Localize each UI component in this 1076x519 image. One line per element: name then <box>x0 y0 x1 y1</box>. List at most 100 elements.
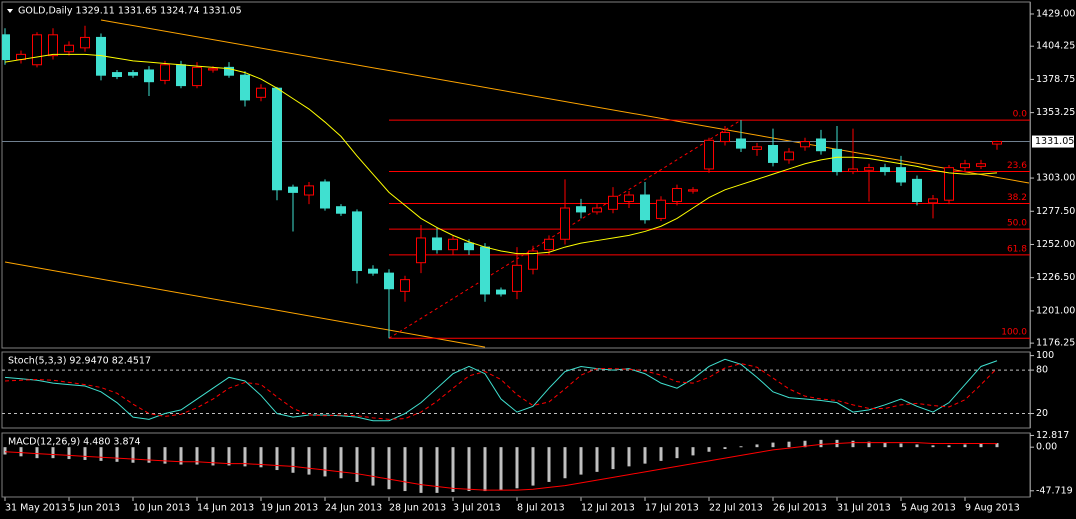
x-tick-label: 10 Jun 2013 <box>133 503 190 514</box>
y-tick-label: 1277.50 <box>1036 206 1075 217</box>
histogram-bar <box>163 447 167 464</box>
candle-body <box>544 238 554 251</box>
histogram-bar <box>883 442 887 448</box>
y-tick-label: 1378.75 <box>1036 74 1075 85</box>
y-tick-label: 100 <box>1036 350 1054 361</box>
plot-area <box>2 19 1030 348</box>
histogram-bar <box>515 447 519 489</box>
y-tick-label: 1353.25 <box>1036 107 1075 118</box>
histogram-bar <box>547 447 551 482</box>
candle-body <box>592 207 602 213</box>
x-tick-label: 24 Jun 2013 <box>325 503 382 514</box>
histogram-bar <box>819 439 823 448</box>
x-tick-label: 17 Jul 2013 <box>645 503 699 514</box>
panel-title: GOLD,Daily 1329.11 1331.65 1324.74 1331.… <box>18 6 242 17</box>
candle-body <box>992 141 1002 145</box>
signal-line <box>4 442 998 491</box>
histogram-bar <box>739 446 743 448</box>
histogram-bar <box>803 440 807 448</box>
histogram-bar <box>595 447 599 472</box>
histogram-bar <box>387 447 391 490</box>
x-tick-label: 28 Jun 2013 <box>389 503 446 514</box>
candle-body <box>608 195 618 210</box>
histogram-bar <box>531 447 535 486</box>
histogram-bar <box>899 443 903 448</box>
y-tick-label: 80 <box>1036 365 1048 376</box>
candle-body <box>528 250 538 270</box>
candle-body <box>720 131 730 143</box>
candle-body <box>816 138 826 152</box>
histogram-bar <box>979 443 983 448</box>
candle-body <box>240 74 250 101</box>
histogram-bar <box>499 447 503 491</box>
x-tick-label: 19 Jun 2013 <box>261 503 318 514</box>
histogram-bar <box>179 447 183 465</box>
x-tick-label: 31 Jul 2013 <box>837 503 891 514</box>
candle-body <box>464 242 474 251</box>
candle-body <box>832 148 842 173</box>
y-tick-label: -47.719 <box>1036 485 1073 496</box>
candle-body <box>912 178 922 203</box>
y-tick-label: 1303.00 <box>1036 173 1075 184</box>
candle-body <box>304 185 314 196</box>
trendline <box>4 261 486 348</box>
candle-body <box>496 289 506 295</box>
fibo-label: 50.0 <box>1007 219 1027 229</box>
candle-body <box>576 206 586 213</box>
x-tick-label: 26 Jul 2013 <box>773 503 827 514</box>
x-tick-label: 12 Jul 2013 <box>581 503 635 514</box>
x-tick-label: 31 May 2013 <box>5 503 67 514</box>
candle-body <box>928 198 938 204</box>
histogram-bar <box>707 447 711 452</box>
candle-body <box>368 268 378 274</box>
histogram-bar <box>931 445 935 448</box>
candle-body <box>448 238 458 251</box>
candle-body <box>512 264 522 292</box>
fibo-label: 23.6 <box>1007 161 1027 171</box>
candle-body <box>128 72 138 76</box>
candle-body <box>768 145 778 163</box>
fibo-label: 0.0 <box>1013 110 1028 120</box>
candle-body <box>624 194 634 203</box>
histogram-bar <box>435 447 439 493</box>
candle-body <box>736 138 746 149</box>
candle-body <box>896 167 906 183</box>
candle-body <box>848 168 858 173</box>
histogram-bar <box>659 447 663 461</box>
histogram-bar <box>99 447 103 461</box>
histogram-bar <box>115 447 119 462</box>
trendline <box>100 19 1030 184</box>
moving-average <box>4 53 998 255</box>
candle-body <box>288 186 298 193</box>
candle-body <box>960 163 970 169</box>
y-tick-label: 1252.00 <box>1036 239 1075 250</box>
histogram-bar <box>483 447 487 492</box>
candle-body <box>560 207 570 240</box>
histogram-bar <box>467 447 471 492</box>
y-tick-label: 1404.25 <box>1036 41 1075 52</box>
candle-body <box>80 36 90 49</box>
histogram-bar <box>195 447 199 465</box>
candle-body <box>432 237 442 251</box>
y-tick-label: 20 <box>1036 408 1048 419</box>
y-tick-label: 1176.25 <box>1036 338 1075 349</box>
histogram-bar <box>691 447 695 456</box>
x-tick-label: 8 Jul 2013 <box>517 503 565 514</box>
candle-body <box>272 87 282 191</box>
candle-body <box>112 72 122 77</box>
histogram-bar <box>995 443 999 448</box>
candle-body <box>320 181 330 209</box>
candle-body <box>32 34 42 66</box>
histogram-bar <box>67 447 71 460</box>
y-tick-label: 1429.00 <box>1036 8 1075 19</box>
histogram-bar <box>579 447 583 475</box>
stoch-line <box>4 363 998 420</box>
y-tick-label: 12.817 <box>1036 430 1069 441</box>
candle-body <box>656 199 666 219</box>
x-tick-label: 5 Jun 2013 <box>69 503 120 514</box>
candle-body <box>256 87 266 98</box>
histogram-bar <box>259 447 263 468</box>
fibo-label: 61.8 <box>1007 244 1027 254</box>
histogram-bar <box>915 444 919 448</box>
